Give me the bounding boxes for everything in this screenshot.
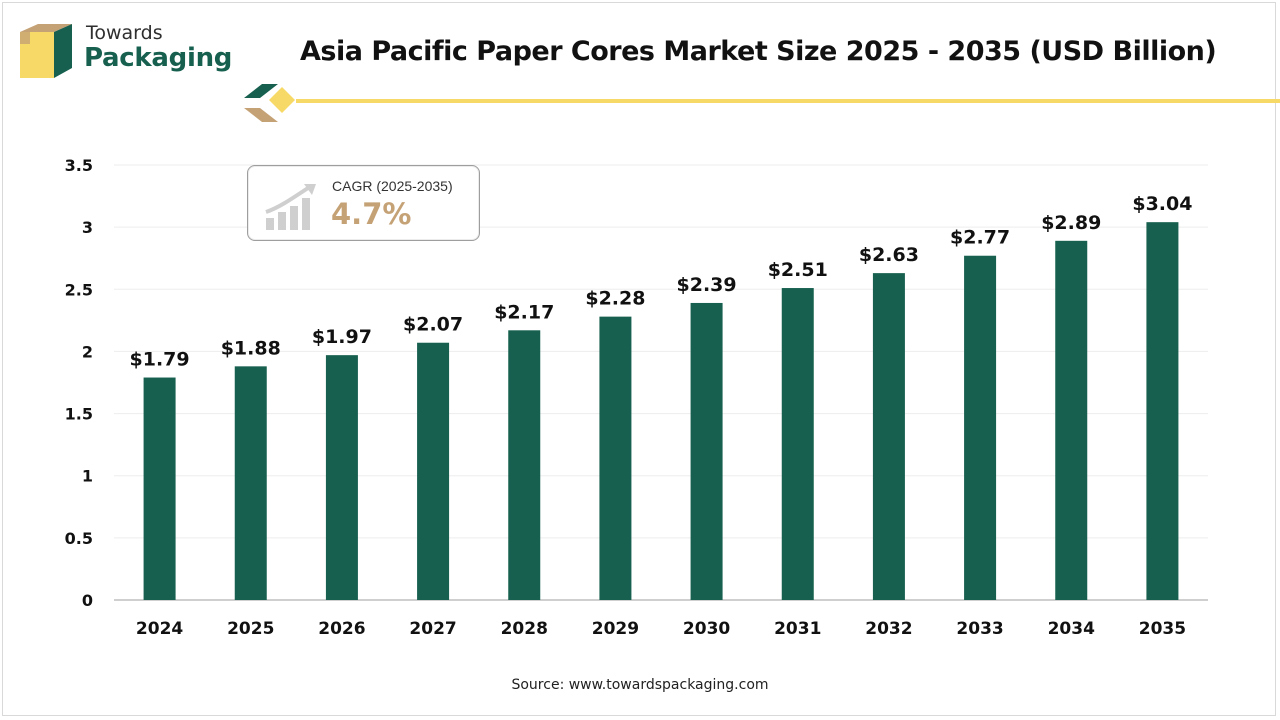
bar [1055,240,1088,601]
box-logo-icon [20,24,72,78]
x-tick-label: 2033 [956,619,1003,639]
x-tick-label: 2030 [683,619,730,639]
y-tick-label: 3 [82,218,93,237]
data-label: $2.39 [677,274,737,296]
bar [234,366,267,600]
x-tick-label: 2031 [774,619,821,639]
logo-text-top: Towards [86,22,163,44]
towards-packaging-logo: Towards Packaging [16,20,236,82]
data-label: $2.28 [585,288,645,310]
bar [1146,222,1179,600]
x-tick-label: 2024 [136,619,183,639]
data-label: $1.88 [221,337,281,359]
x-tick-label: 2035 [1139,619,1186,639]
data-label: $2.51 [768,259,828,281]
x-tick-label: 2027 [409,619,456,639]
y-tick-label: 1.5 [65,405,93,424]
source-note: Source: www.towardspackaging.com [511,677,769,693]
y-tick-label: 3.5 [65,156,93,175]
x-tick-label: 2025 [227,619,274,639]
cagr-label: CAGR (2025-2035) [332,178,453,194]
bar [872,273,905,600]
data-label: $2.07 [403,314,463,336]
x-tick-label: 2032 [865,619,912,639]
data-label: $1.97 [312,326,372,348]
data-label: $2.63 [859,244,919,266]
cagr-value: 4.7% [331,197,412,231]
data-label: $2.89 [1041,212,1101,234]
header-divider [296,99,1280,103]
page-title: Asia Pacific Paper Cores Market Size 202… [300,36,1217,67]
bar [690,302,723,600]
data-label: $2.77 [950,227,1010,249]
x-tick-label: 2026 [318,619,365,639]
bar [781,288,814,600]
bar [508,330,541,600]
bar [143,377,176,600]
data-label: $2.17 [494,301,554,323]
y-tick-label: 2.5 [65,280,93,299]
bar [599,316,632,600]
x-tick-label: 2034 [1048,619,1095,639]
bar [417,342,450,600]
y-tick-label: 0.5 [65,529,93,548]
data-label: $1.79 [130,349,190,371]
y-tick-label: 0 [82,591,93,610]
growth-chart-icon [265,184,316,230]
y-tick-label: 2 [82,342,93,361]
data-label: $3.04 [1132,193,1192,215]
logo-text-bottom: Packaging [84,43,233,73]
x-tick-label: 2028 [501,619,548,639]
y-tick-label: 1 [82,467,93,486]
bar [964,255,997,600]
diamond-accent-icon [244,84,295,122]
bar [325,355,358,600]
x-tick-label: 2029 [592,619,639,639]
cagr-box: CAGR (2025-2035) 4.7% [247,165,480,241]
